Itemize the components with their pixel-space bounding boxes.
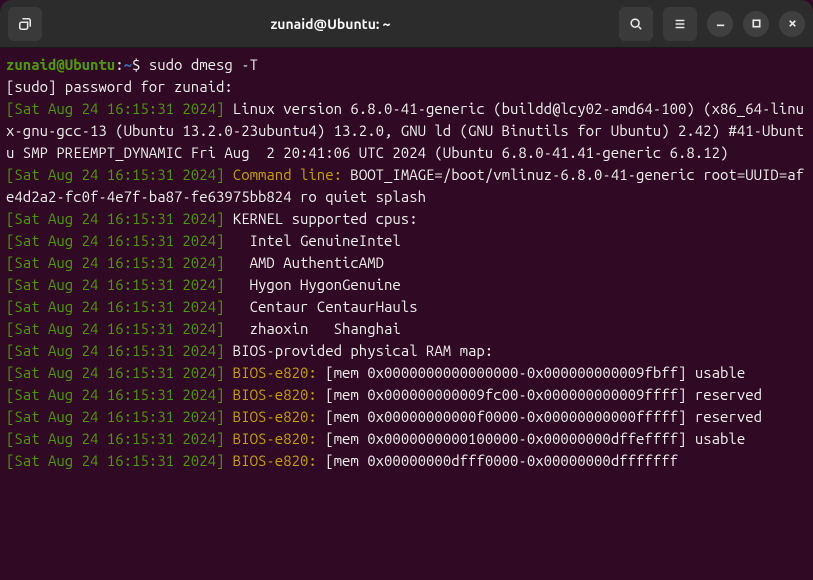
e820-value: [mem 0x0000000000000000-0x000000000009fb… <box>317 364 745 381</box>
dmesg-line: Hygon HygonGenuine <box>224 276 400 293</box>
e820-label: BIOS-e820: <box>224 364 316 381</box>
timestamp: [Sat Aug 24 16:15:31 2024] <box>6 166 224 183</box>
cmdline-label: Command line: <box>224 166 342 183</box>
terminal-content[interactable]: zunaid@Ubuntu:~$ sudo dmesg -T [sudo] pa… <box>0 48 813 478</box>
window-title: zunaid@Ubuntu: ~ <box>42 13 619 35</box>
new-tab-button[interactable] <box>8 7 42 41</box>
e820-value: [mem 0x00000000dfff0000-0x00000000dfffff… <box>317 452 678 469</box>
timestamp: [Sat Aug 24 16:15:31 2024] <box>6 298 224 315</box>
close-button[interactable] <box>779 11 805 37</box>
timestamp: [Sat Aug 24 16:15:31 2024] <box>6 430 224 447</box>
e820-value: [mem 0x00000000000f0000-0x00000000000fff… <box>317 408 762 425</box>
search-button[interactable] <box>619 7 653 41</box>
timestamp: [Sat Aug 24 16:15:31 2024] <box>6 232 224 249</box>
dmesg-line: Intel GenuineIntel <box>224 232 400 249</box>
e820-label: BIOS-e820: <box>224 452 316 469</box>
timestamp: [Sat Aug 24 16:15:31 2024] <box>6 210 224 227</box>
prompt-user-host: zunaid@Ubuntu <box>6 56 115 73</box>
dmesg-line: KERNEL supported cpus: <box>224 210 417 227</box>
timestamp: [Sat Aug 24 16:15:31 2024] <box>6 386 224 403</box>
e820-label: BIOS-e820: <box>224 430 316 447</box>
titlebar-right <box>619 7 805 41</box>
e820-label: BIOS-e820: <box>224 408 316 425</box>
menu-button[interactable] <box>663 7 697 41</box>
dmesg-line: Centaur CentaurHauls <box>224 298 417 315</box>
timestamp: [Sat Aug 24 16:15:31 2024] <box>6 452 224 469</box>
minimize-button[interactable] <box>707 11 733 37</box>
dmesg-line: zhaoxin Shanghai <box>224 320 400 337</box>
timestamp: [Sat Aug 24 16:15:31 2024] <box>6 100 224 117</box>
e820-label: BIOS-e820: <box>224 386 316 403</box>
sudo-prompt: [sudo] password for zunaid: <box>6 78 233 95</box>
timestamp: [Sat Aug 24 16:15:31 2024] <box>6 408 224 425</box>
command-text: sudo dmesg -T <box>149 56 258 73</box>
prompt-dollar: $ <box>132 56 149 73</box>
timestamp: [Sat Aug 24 16:15:31 2024] <box>6 342 224 359</box>
dmesg-line: AMD AuthenticAMD <box>224 254 384 271</box>
timestamp: [Sat Aug 24 16:15:31 2024] <box>6 320 224 337</box>
titlebar-left <box>8 7 42 41</box>
dmesg-line: BIOS-provided physical RAM map: <box>224 342 493 359</box>
timestamp: [Sat Aug 24 16:15:31 2024] <box>6 276 224 293</box>
prompt-cwd: ~ <box>124 56 132 73</box>
prompt-sep: : <box>115 56 123 73</box>
timestamp: [Sat Aug 24 16:15:31 2024] <box>6 254 224 271</box>
timestamp: [Sat Aug 24 16:15:31 2024] <box>6 364 224 381</box>
titlebar: zunaid@Ubuntu: ~ <box>0 0 813 48</box>
e820-value: [mem 0x0000000000100000-0x00000000dffeff… <box>317 430 745 447</box>
maximize-button[interactable] <box>743 11 769 37</box>
e820-value: [mem 0x000000000009fc00-0x000000000009ff… <box>317 386 762 403</box>
